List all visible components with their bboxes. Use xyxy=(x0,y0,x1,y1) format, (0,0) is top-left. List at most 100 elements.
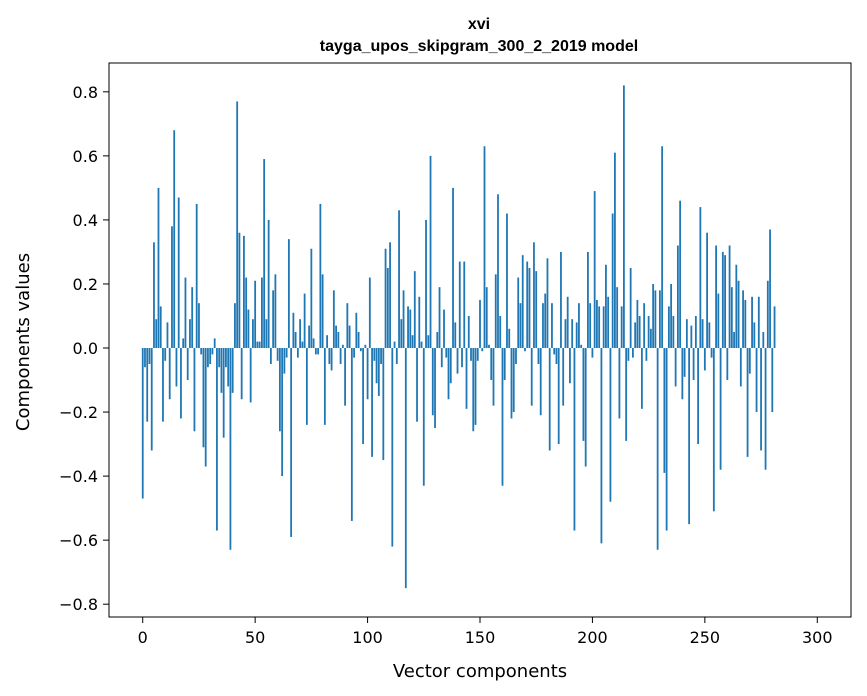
y-tick-label: −0.4 xyxy=(59,467,98,486)
bar xyxy=(733,331,735,348)
bar xyxy=(501,348,504,486)
bar xyxy=(546,258,549,348)
bar xyxy=(263,159,266,349)
bar xyxy=(319,203,322,348)
x-tick-label: 0 xyxy=(138,628,148,647)
bar xyxy=(393,341,396,348)
bar xyxy=(184,277,187,348)
bar xyxy=(308,325,311,349)
bar xyxy=(366,348,369,400)
bar xyxy=(159,306,162,349)
bar xyxy=(373,348,376,361)
x-axis-ticks: 0 50 100 150 200 250 300 xyxy=(138,617,833,647)
bar xyxy=(751,296,753,349)
bar xyxy=(762,331,765,348)
bar xyxy=(310,248,313,348)
bar xyxy=(254,280,257,349)
bar xyxy=(317,348,320,355)
bar xyxy=(296,348,299,358)
bar xyxy=(454,322,457,349)
bar xyxy=(566,296,569,349)
bar xyxy=(724,255,726,349)
bar xyxy=(227,348,230,387)
bar xyxy=(420,341,423,348)
bar xyxy=(667,306,670,349)
bar xyxy=(694,315,697,348)
bar xyxy=(321,274,324,348)
bar xyxy=(598,306,601,349)
bar xyxy=(395,348,398,365)
bar xyxy=(274,274,277,348)
bar xyxy=(168,348,171,400)
bar xyxy=(256,341,259,348)
x-tick-label: 100 xyxy=(352,628,383,647)
bar xyxy=(519,303,522,348)
bar xyxy=(510,348,513,419)
bar xyxy=(247,309,250,349)
bar xyxy=(186,348,189,381)
bar xyxy=(623,85,625,349)
bar xyxy=(380,348,382,365)
bar xyxy=(614,152,616,348)
bar xyxy=(204,348,207,467)
bar xyxy=(472,348,475,432)
bar xyxy=(506,213,508,349)
bar xyxy=(456,348,459,374)
bar xyxy=(443,309,445,349)
bar xyxy=(564,319,567,348)
bar xyxy=(620,306,623,349)
y-tick-label: −0.6 xyxy=(59,531,98,550)
bar xyxy=(198,303,200,348)
bar xyxy=(591,348,594,358)
bar xyxy=(144,348,146,368)
bar xyxy=(326,335,328,349)
bar xyxy=(465,348,468,409)
bar xyxy=(339,348,342,365)
bar xyxy=(146,348,149,422)
bar xyxy=(445,348,448,358)
bar xyxy=(715,245,717,348)
bar xyxy=(258,341,261,348)
bar xyxy=(706,232,708,348)
bar xyxy=(229,348,232,550)
bar xyxy=(429,155,432,349)
bar xyxy=(748,348,751,374)
chart-title: xvi xyxy=(468,16,490,33)
x-tick-label: 200 xyxy=(577,628,608,647)
bar xyxy=(746,348,749,457)
bar xyxy=(413,271,416,349)
bar xyxy=(438,287,441,348)
x-tick-label: 300 xyxy=(802,628,833,647)
bar xyxy=(517,277,520,348)
bar xyxy=(364,344,367,348)
bar xyxy=(757,296,760,349)
bar xyxy=(431,348,434,416)
bar xyxy=(238,232,241,348)
bar xyxy=(742,290,744,348)
bar xyxy=(539,348,542,416)
bar xyxy=(202,348,205,448)
bar xyxy=(764,348,767,470)
bar xyxy=(209,348,212,365)
bar xyxy=(335,325,337,349)
bar xyxy=(605,264,607,349)
y-axis-ticks: −0.8 −0.6 −0.4 −0.2 0.0 0.2 0.4 0.6 0.8 xyxy=(59,83,109,614)
bar xyxy=(719,348,722,470)
bar xyxy=(341,344,344,348)
bar xyxy=(636,299,639,348)
chart-subtitle: tayga_upos_skipgram_300_2_2019 model xyxy=(320,38,638,55)
bar xyxy=(571,319,574,348)
bar xyxy=(261,277,263,348)
bar xyxy=(440,348,443,368)
bar xyxy=(766,280,769,349)
bar xyxy=(407,306,409,349)
bar xyxy=(213,338,216,349)
bar xyxy=(207,348,209,368)
bar xyxy=(560,251,562,349)
bar xyxy=(292,312,295,349)
bar xyxy=(216,348,218,531)
bar xyxy=(773,306,776,349)
bar xyxy=(521,255,524,349)
bar xyxy=(508,328,511,348)
bar xyxy=(481,348,484,352)
